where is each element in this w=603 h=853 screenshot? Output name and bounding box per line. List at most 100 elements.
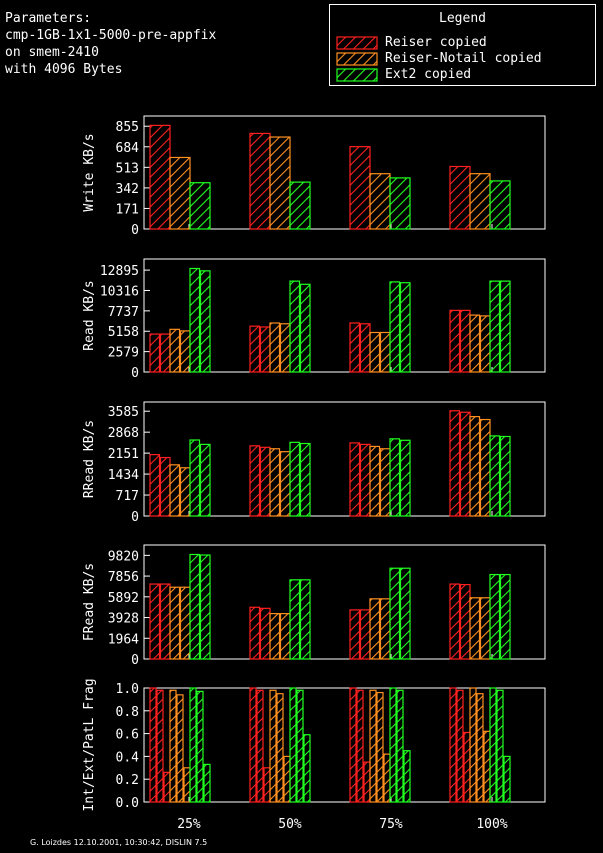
bar [379,598,391,660]
bar [476,693,484,803]
bar [199,270,211,373]
footer-credit: G. Loizdes 12.10.2001, 10:30:42, DISLIN … [30,838,208,847]
parameters-line: with 4096 Bytes [5,62,123,77]
bar [249,325,261,373]
y-tick-label: 171 [116,202,139,217]
bar [489,280,501,373]
y-tick-label: 9820 [108,549,139,564]
bar [189,267,201,373]
bar [379,331,391,373]
y-tick-label: 0.0 [116,796,139,811]
bar [279,451,291,517]
y-tick-label: 0 [131,366,139,381]
y-axis-label: FRead KB/s [82,563,97,641]
plot-frame [143,544,546,660]
x-tick-label: 50% [278,817,302,832]
bar [256,689,264,803]
bar [479,418,491,517]
bar [459,309,471,373]
bar [299,579,311,660]
bar [449,687,457,803]
bar [249,606,261,660]
bar [149,687,157,803]
bar [469,687,477,803]
bar [363,761,371,803]
bar [269,613,281,660]
bar [276,693,284,803]
y-tick-label: 1964 [108,632,139,647]
bar [179,330,191,373]
bar [449,165,471,230]
bar [459,411,471,517]
bar [149,124,171,230]
bar [269,689,277,803]
bar [163,771,171,803]
legend-swatch-rect [336,52,378,66]
bar [259,607,271,660]
bar [489,687,497,803]
y-tick-label: 2579 [108,346,139,361]
y-tick-label: 342 [116,182,139,197]
y-axis-label: RRead KB/s [82,420,97,498]
bar [179,467,191,517]
y-tick-label: 5158 [108,325,139,340]
bar [469,597,481,660]
bar [489,180,511,230]
y-tick-label: 2868 [108,426,139,441]
bar [349,442,361,517]
y-tick-label: 2151 [108,447,139,462]
bar [396,689,404,803]
bar [149,583,161,660]
bar [176,694,184,803]
bar [449,410,461,517]
bar [369,331,381,373]
legend-swatch-ext2 [336,68,378,82]
bar [259,446,271,517]
y-tick-label: 0.2 [116,773,139,788]
y-tick-label: 0 [131,653,139,668]
x-tick-label: 75% [379,817,403,832]
bar [469,314,481,373]
legend-swatch-reiser [336,36,378,50]
y-tick-label: 3928 [108,612,139,627]
bar [489,573,501,660]
legend-label: Reiser copied [385,35,487,50]
panel-5: 0.0 0.2 0.4 0.6 0.8 1.0 Int/Ext/PatL Frag 25% 50… [82,678,546,832]
bar [379,448,391,517]
bar [269,322,281,373]
bar [389,687,397,803]
bar [403,750,411,803]
bar [303,734,311,803]
y-tick-label: 0.6 [116,728,139,743]
bar [249,687,257,803]
bar [159,333,171,373]
plot-frame [143,258,546,373]
x-tick-label: 100% [476,817,507,832]
bar [269,136,291,230]
y-axis-label: Write KB/s [82,133,97,211]
bar [196,690,204,803]
legend-item-ext2: Ext2 copied [336,68,471,82]
y-tick-label: 0.8 [116,705,139,720]
y-tick-label: 7737 [108,305,139,320]
bar [299,442,311,517]
legend-box: Legend Reiser copied Reiser-Notail copie… [329,4,596,86]
bar [356,689,364,803]
bar [389,567,401,660]
bar [249,132,271,230]
bar [359,609,371,660]
bar [263,767,271,803]
parameters-line: Parameters: [5,11,92,26]
bar [399,567,411,660]
bar [279,323,291,373]
plot-frame [143,115,546,230]
y-axis-label: Read KB/s [82,280,97,350]
bar [189,182,211,230]
bar [369,173,391,230]
bar [389,281,401,373]
bar [369,689,377,803]
y-tick-label: 684 [116,141,140,156]
bar [389,438,401,517]
bar [159,583,171,660]
